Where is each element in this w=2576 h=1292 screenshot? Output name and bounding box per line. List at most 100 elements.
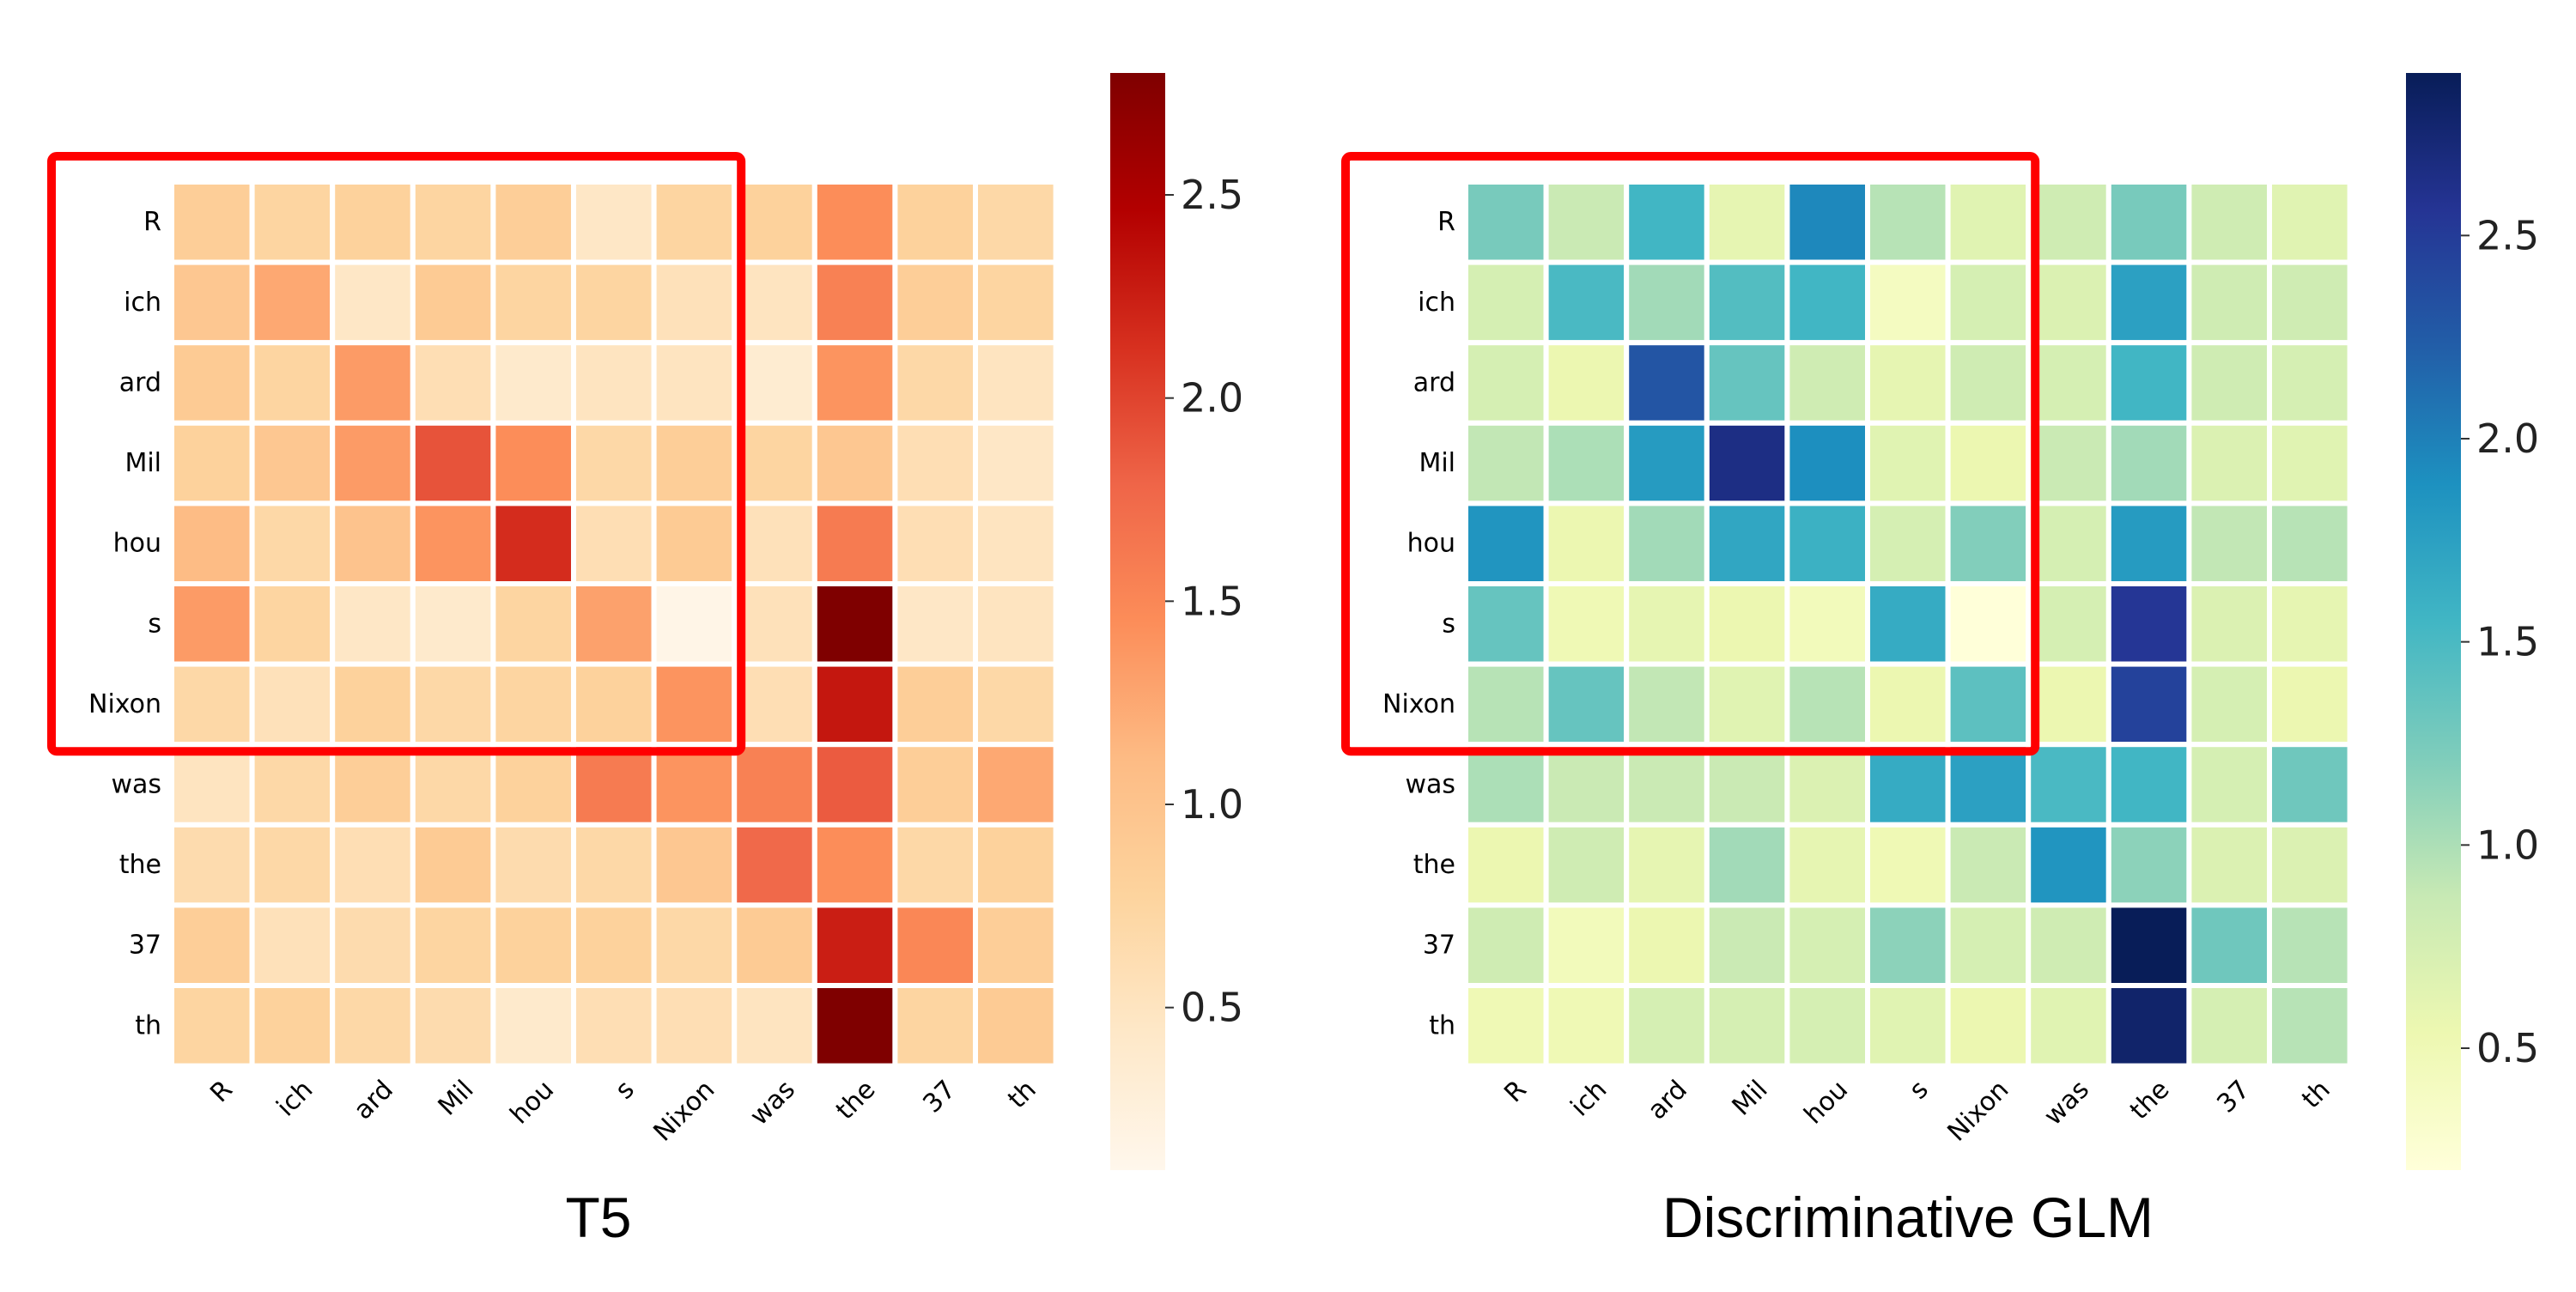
heatmap-cell [1624,742,1710,828]
heatmap-cell [1865,259,1951,346]
heatmap-cell [1704,902,1790,989]
heatmap-cell [1945,983,2032,1069]
column-label: th [1002,1075,1042,1115]
heatmap-cell [811,500,898,587]
heatmap-cell [1543,340,1630,426]
heatmap-cell [249,259,336,346]
heatmap-cell [2105,340,2192,426]
heatmap-cell [651,259,738,346]
heatmap-cell [973,500,1059,587]
heatmap-cell [892,340,979,426]
column-label: the [830,1075,882,1126]
heatmap-cell [1945,179,2032,265]
column-label: th [2296,1075,2336,1115]
heatmap-cell [732,822,817,908]
heatmap-cell [410,661,496,748]
highlight-box [1341,152,2040,756]
heatmap-cell [1543,661,1630,748]
heatmap-cell [490,581,577,667]
heatmap-cell [2105,420,2192,506]
heatmap-cell [892,259,979,346]
heatmap-cell [2267,500,2353,587]
heatmap-cell [1543,259,1630,346]
heatmap-cell [2105,902,2192,989]
heatmap-cell [1865,500,1951,587]
heatmap-cell [732,340,817,426]
heatmap-cell [973,259,1059,346]
column-label: 37 [2211,1075,2256,1119]
heatmap-cell [1704,259,1790,346]
heatmap-cell [1784,179,1870,265]
colorbar [1110,73,1165,1170]
column-label: hou [505,1075,561,1131]
heatmap-cell [330,902,416,989]
column-label: Nixon [1941,1075,2014,1148]
heatmap-cell [169,661,255,748]
heatmap-cell [410,742,496,828]
heatmap-cell [249,340,336,426]
heatmap-cell [1624,500,1710,587]
heatmap-cell [169,822,255,908]
row-label: the [119,850,161,880]
heatmap-cells [1463,179,2353,1069]
heatmap-cell [571,420,657,506]
row-label: th [135,1010,161,1040]
heatmap-cell [1624,179,1710,265]
heatmap-cell [811,822,898,908]
heatmap-cell [973,420,1059,506]
column-label: was [2038,1075,2095,1131]
colorbar-tick-label: 1.5 [2476,619,2539,665]
heatmap-cell [651,179,738,265]
heatmap-cell [1784,742,1870,828]
heatmap-cell [490,179,577,265]
heatmap-cell [2186,500,2272,587]
column-label: R [1498,1075,1532,1108]
heatmap-cell [1463,581,1549,667]
heatmap-cell [330,581,416,667]
heatmap-cell [2186,420,2272,506]
heatmap-cell [892,581,979,667]
row-label: s [1442,609,1455,639]
heatmap-cell [2267,822,2353,908]
heatmap-cell [1624,259,1710,346]
heatmap-cell [811,983,898,1069]
heatmap-cell [1945,340,2032,426]
column-label: s [1904,1075,1935,1106]
heatmap-cell [1463,983,1549,1069]
heatmap-cells [169,179,1059,1069]
heatmap-cell [2267,420,2353,506]
colorbar-tick-label: 2.5 [1181,172,1243,218]
row-label: hou [1407,529,1455,559]
heatmap-cell [169,500,255,587]
heatmap-cell [2186,259,2272,346]
heatmap-cell [490,983,577,1069]
heatmap-cell [571,822,657,908]
heatmap-cell [2105,661,2192,748]
heatmap-cell [811,420,898,506]
heatmap-cell [2186,179,2272,265]
heatmap-cell [571,500,657,587]
heatmap-cell [2105,179,2192,265]
heatmap-cell [892,742,979,828]
heatmap-cell [1463,259,1549,346]
heatmap-cell [2026,822,2111,908]
heatmap-cell [811,902,898,989]
heatmap-cell [1463,822,1549,908]
heatmap-cell [490,340,577,426]
heatmap-cell [811,340,898,426]
heatmap-cell [1784,661,1870,748]
heatmap-cell [732,259,817,346]
heatmap-cell [1624,822,1710,908]
heatmap-cell [1865,179,1951,265]
heatmap-cell [1624,581,1710,667]
heatmap-cell [732,902,817,989]
heatmap-cell [973,340,1059,426]
row-label: was [111,770,161,800]
heatmap-cell [410,179,496,265]
heatmap-cell [732,983,817,1069]
heatmap-cell [892,500,979,587]
heatmap-cell [1865,661,1951,748]
highlight-box [47,152,746,756]
heatmap-cell [1784,902,1870,989]
heatmap-cell [169,259,255,346]
